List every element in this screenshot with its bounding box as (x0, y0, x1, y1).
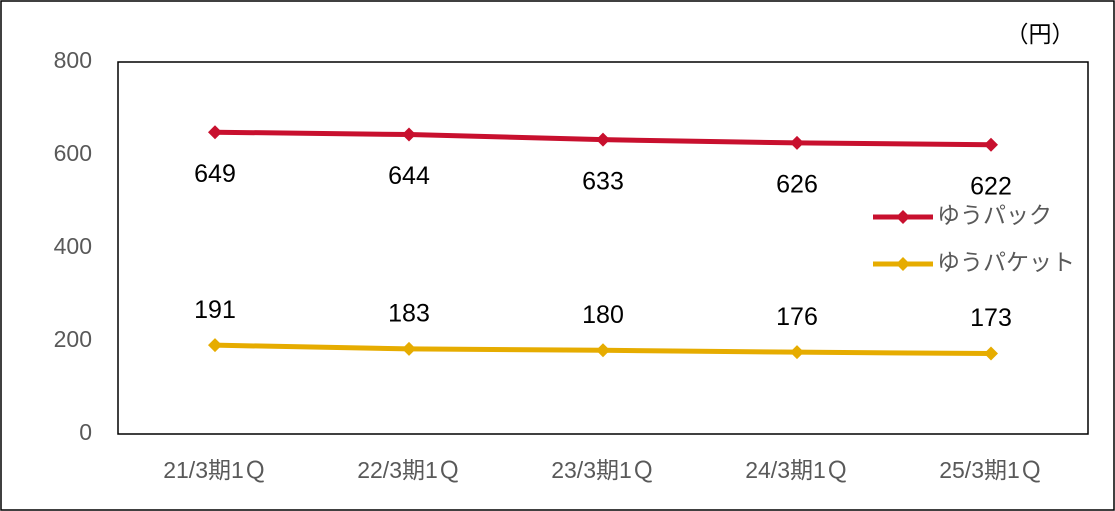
point (208, 338, 222, 353)
point (790, 135, 804, 150)
point (984, 346, 998, 361)
legend-label: ゆうパケット (937, 249, 1075, 275)
unit-label: （円） (1006, 21, 1075, 47)
point (790, 345, 804, 360)
data-label: 183 (388, 300, 430, 328)
point (984, 137, 998, 152)
y-tick-label: 800 (54, 47, 92, 73)
point (596, 343, 610, 358)
data-label: 176 (776, 303, 818, 331)
legend-marker (896, 210, 910, 224)
data-label: 191 (194, 296, 236, 324)
x-tick-label: 21/3期1Ｑ (163, 457, 267, 483)
legend-label: ゆうパック (937, 202, 1052, 228)
plot-area (117, 61, 1089, 435)
x-tick-label: 24/3期1Ｑ (745, 457, 849, 483)
x-tick-label: 22/3期1Ｑ (357, 457, 461, 483)
y-tick-label: 200 (54, 326, 92, 352)
point (208, 125, 222, 140)
data-label: 622 (970, 172, 1012, 200)
y-tick-label: 400 (54, 233, 92, 259)
data-label: 180 (582, 301, 624, 329)
data-label: 173 (970, 304, 1012, 332)
y-tick-label: 0 (79, 419, 92, 445)
x-tick-label: 25/3期1Ｑ (939, 457, 1043, 483)
data-label: 644 (388, 162, 430, 190)
x-tick-label: 23/3期1Ｑ (551, 457, 655, 483)
data-label: 626 (776, 171, 818, 199)
legend-marker (896, 257, 910, 271)
data-label: 649 (194, 160, 236, 188)
point (596, 132, 610, 147)
y-tick-label: 600 (54, 140, 92, 166)
data-label: 633 (582, 167, 624, 195)
point (402, 127, 416, 142)
point (402, 341, 416, 356)
